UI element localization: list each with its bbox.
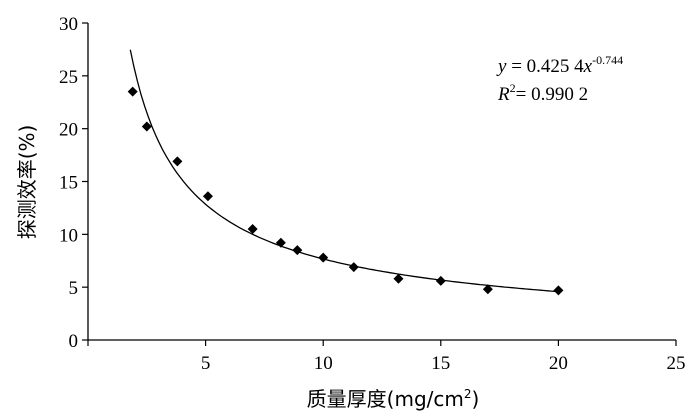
x-axis-title-sup: 2 — [464, 387, 472, 401]
r-sup: 2 — [510, 81, 516, 95]
eq-y-var: y — [496, 56, 507, 77]
y-tick-label: 25 — [59, 67, 78, 88]
r-var: R — [497, 84, 510, 105]
data-point — [435, 275, 446, 286]
data-point — [553, 285, 564, 296]
x-tick-label: 20 — [549, 353, 568, 374]
y-tick-label: 20 — [59, 120, 78, 141]
y-tick-label: 0 — [69, 331, 79, 352]
y-axis-title: 探测效率(%) — [15, 125, 39, 240]
x-tick-label: 15 — [431, 353, 450, 374]
y-tick-label: 10 — [59, 225, 78, 246]
x-tick-label: 10 — [314, 353, 333, 374]
data-point — [141, 121, 152, 132]
data-point — [202, 191, 213, 202]
eq-x-var: x — [583, 56, 593, 77]
r-squared: R2= 0.990 2 — [497, 81, 588, 105]
data-point — [318, 252, 329, 263]
x-axis-title: 质量厚度(mg/cm2) — [307, 387, 480, 411]
data-point — [127, 86, 138, 97]
y-tick-label: 30 — [59, 14, 78, 35]
data-point — [247, 224, 258, 235]
eq-main: = 0.425 4 — [506, 56, 584, 77]
y-tick-label: 5 — [69, 278, 79, 299]
eq-exponent: -0.744 — [592, 53, 623, 67]
x-axis-ticks: 5 10 15 20 25 — [87, 340, 686, 374]
x-axis-title-close: ) — [472, 387, 480, 411]
data-point — [393, 273, 404, 284]
data-point — [172, 156, 183, 167]
x-tick-label: 25 — [667, 353, 686, 374]
data-point — [292, 245, 303, 256]
r-value: = 0.990 2 — [516, 84, 588, 105]
x-tick-label: 5 — [201, 353, 211, 374]
data-point — [348, 262, 359, 273]
y-tick-label: 15 — [59, 173, 78, 194]
fit-equation: y = 0.425 4x-0.744 — [496, 53, 623, 77]
fit-curve — [129, 49, 559, 293]
y-axis-ticks: 0 5 10 15 20 25 30 — [59, 14, 88, 352]
data-point — [275, 237, 286, 248]
data-point — [482, 284, 493, 295]
data-points — [127, 86, 564, 296]
x-axis-title-main: 质量厚度(mg/cm — [307, 387, 464, 411]
